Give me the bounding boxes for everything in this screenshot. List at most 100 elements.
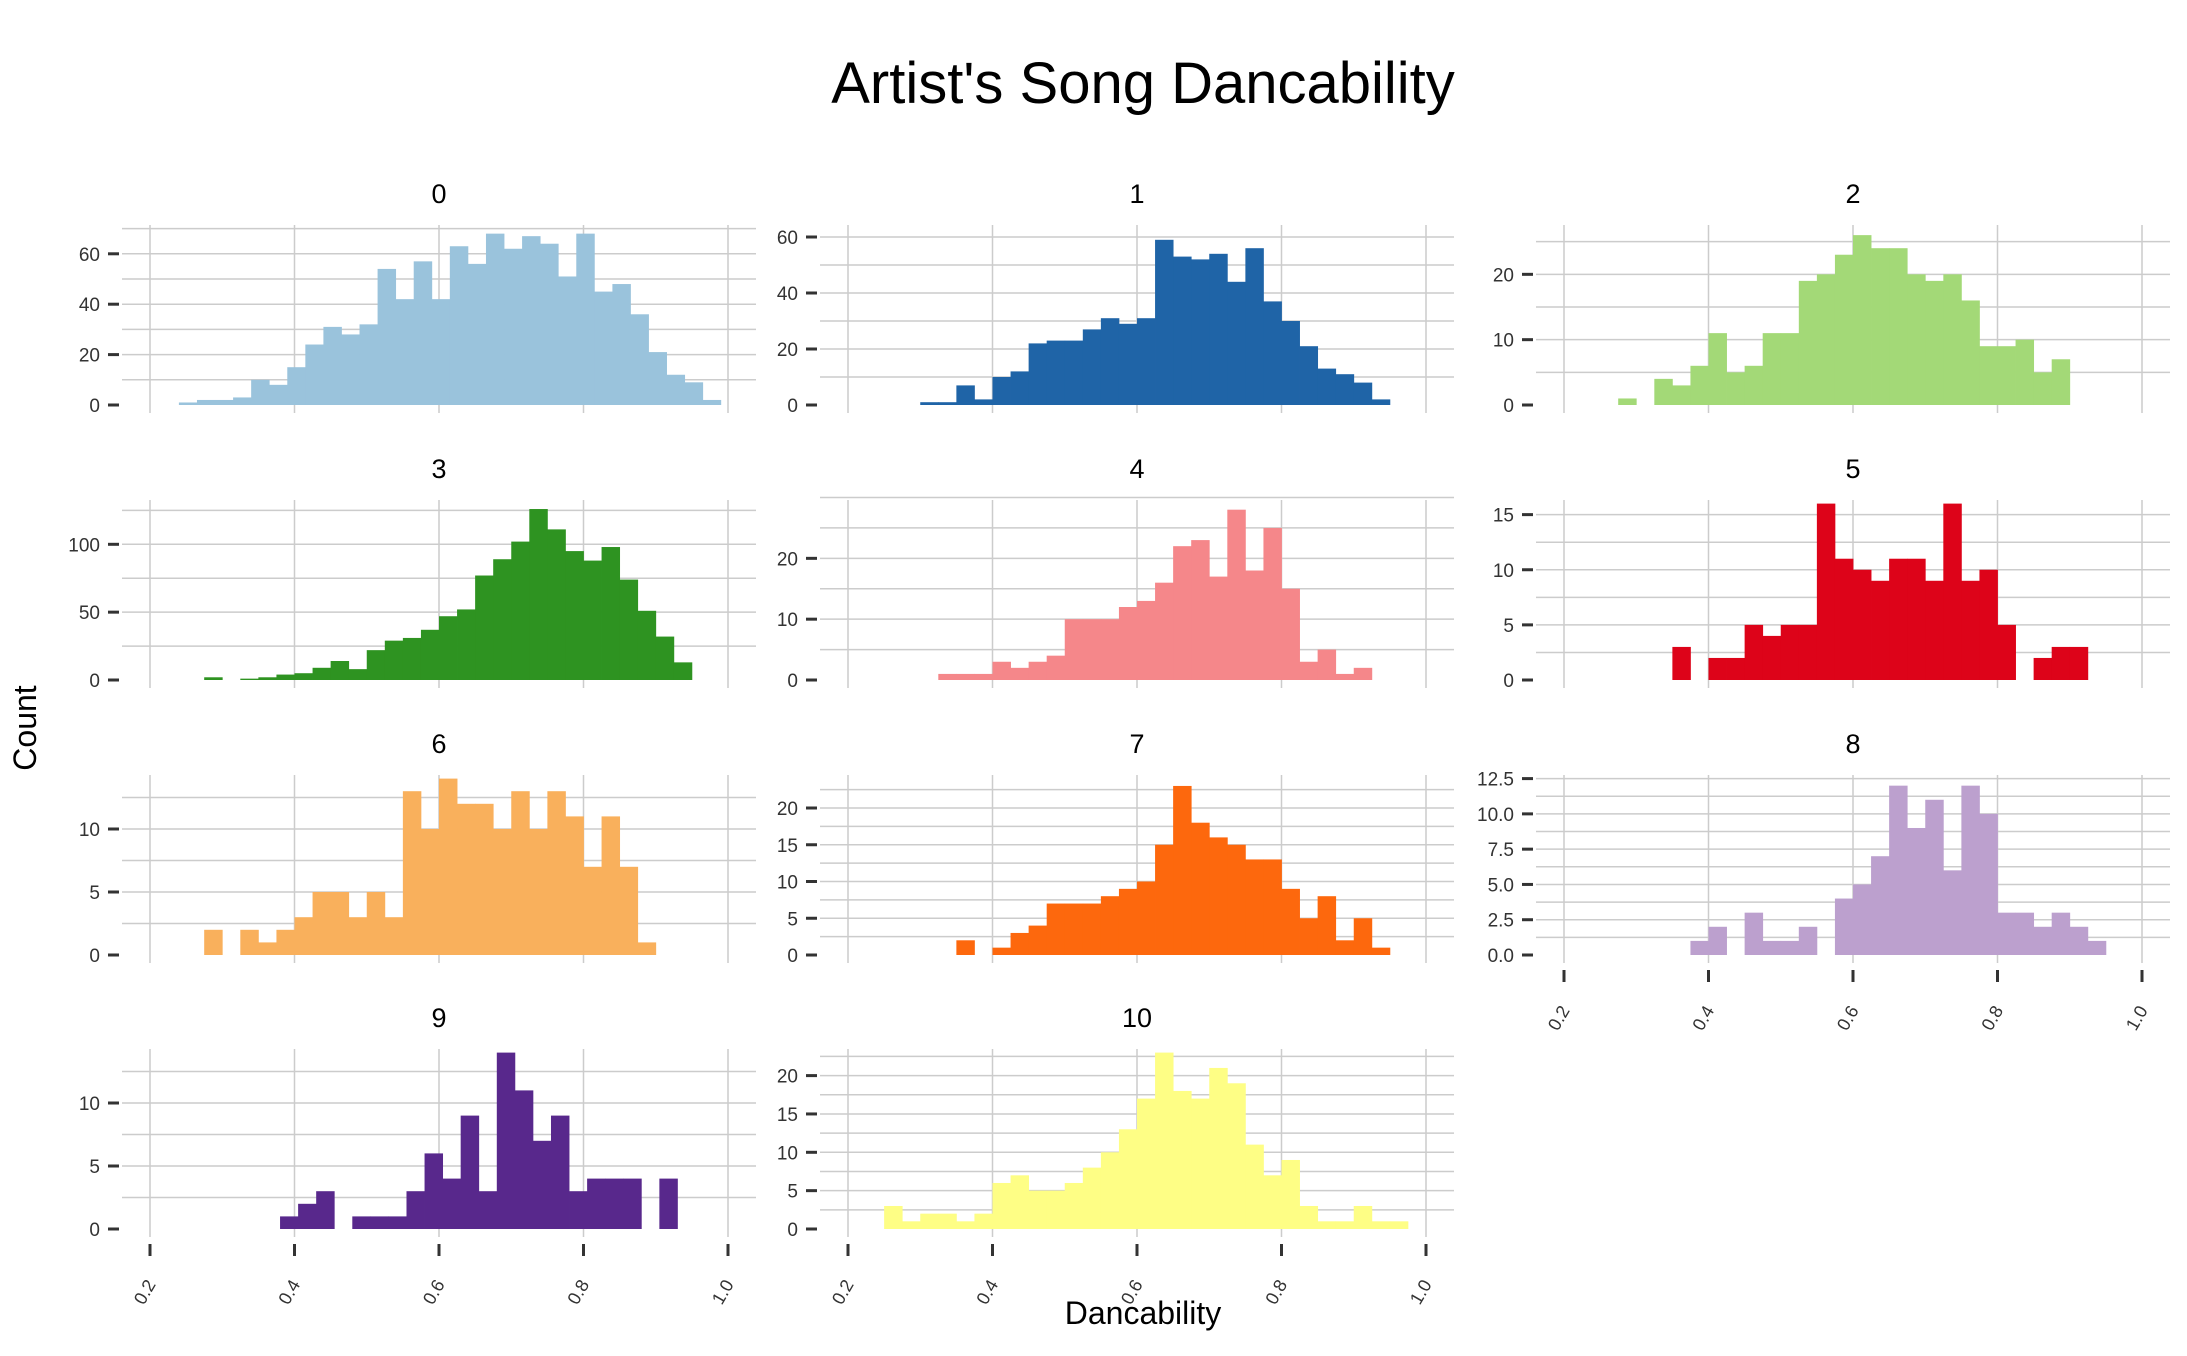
histogram-bar [457, 803, 476, 955]
histogram-bar [493, 829, 512, 955]
histogram-bar [1943, 274, 1962, 405]
histogram-bar [1997, 346, 2016, 405]
histogram-bar [1371, 399, 1391, 405]
histogram-bar [1227, 844, 1246, 955]
histogram-bar [323, 326, 342, 405]
histogram-bar [240, 678, 259, 680]
panel-title-6: 6 [431, 729, 446, 759]
histogram-bar [330, 661, 350, 680]
histogram-bar [550, 1115, 570, 1229]
histogram-bar [1672, 646, 1691, 680]
histogram-bar [1299, 918, 1319, 955]
histogram-bar [478, 1191, 498, 1229]
histogram-bar [605, 1178, 624, 1229]
y-tick-label: 60 [79, 245, 100, 266]
histogram-bar [1263, 1175, 1282, 1229]
histogram-bar [2033, 926, 2053, 955]
histogram-bar [1155, 1052, 1174, 1229]
histogram-bar [384, 917, 404, 955]
histogram-bar [2069, 926, 2089, 955]
histogram-bar [1155, 582, 1174, 680]
histogram-bar [1317, 368, 1337, 405]
panel-title-0: 0 [431, 179, 446, 209]
histogram-bar [2051, 912, 2071, 955]
histogram-bar [1155, 239, 1174, 405]
histogram-bar [587, 1178, 606, 1229]
y-tick-label: 10.0 [1477, 805, 1514, 826]
histogram-bar [884, 1205, 903, 1229]
histogram-bar [1281, 888, 1300, 955]
histogram-bar [1046, 655, 1066, 680]
histogram-bar [938, 402, 957, 405]
y-tick-label: 10 [777, 1143, 798, 1164]
histogram-bar [619, 579, 639, 680]
histogram-bar [1010, 371, 1030, 405]
x-tick-label: 0.2 [130, 1276, 160, 1308]
histogram-bar [1654, 378, 1673, 405]
panel-title-3: 3 [431, 454, 446, 484]
histogram-bar [359, 324, 378, 405]
x-tick-label: 0.4 [1688, 1002, 1718, 1034]
y-tick-label: 20 [777, 799, 798, 820]
histogram-bar [1335, 1221, 1355, 1229]
histogram-bar [420, 629, 440, 680]
histogram-bar [1979, 569, 1998, 680]
x-tick-label: 0.8 [1977, 1002, 2007, 1034]
histogram-bar [348, 669, 368, 680]
histogram-bar [493, 559, 512, 680]
histogram-bar [406, 1191, 425, 1229]
histogram-bar [1245, 1144, 1264, 1229]
histogram-bar [938, 673, 957, 680]
y-tick-label: 0 [1503, 671, 1514, 692]
x-tick-label: 0.8 [1261, 1276, 1291, 1308]
histogram-bar [1618, 398, 1637, 405]
histogram-bar [1028, 1190, 1048, 1229]
histogram-bar [2051, 359, 2071, 405]
panel-7: 7 0 5 10 15 20 [777, 729, 1454, 967]
histogram-bar [460, 1115, 480, 1229]
histogram-bar [2033, 657, 2053, 680]
histogram-bar [569, 1191, 588, 1229]
histogram-bar [2015, 912, 2035, 955]
histogram-bar [1082, 903, 1102, 955]
histogram-bar [619, 866, 639, 955]
histogram-bar [258, 942, 277, 955]
histogram-bar [702, 399, 722, 405]
histogram-bar [352, 1216, 371, 1229]
histogram-bar [1907, 558, 1926, 680]
histogram-bar [1335, 940, 1355, 955]
histogram-bar [1227, 1083, 1246, 1229]
y-tick-label: 10 [777, 610, 798, 631]
histogram-bar [1780, 940, 1800, 955]
panel-0: 0 0 20 40 60 [79, 179, 756, 417]
histogram-bar [1871, 580, 1890, 680]
histogram-bar [583, 866, 602, 955]
histogram-bar [485, 233, 505, 405]
histogram-bar [1191, 1098, 1210, 1229]
histogram-bar [565, 551, 584, 680]
histogram-bar [623, 1178, 642, 1229]
histogram-bar [1137, 600, 1156, 680]
histogram-bar [215, 399, 234, 405]
y-tick-label: 0 [787, 1220, 798, 1241]
histogram-bar [1353, 918, 1373, 955]
histogram-bar [1118, 607, 1138, 680]
y-tick-label: 20 [1493, 265, 1514, 286]
histogram-bar [1907, 827, 1926, 955]
histogram-bar [1100, 1152, 1120, 1229]
histogram-bar [1816, 274, 1836, 405]
histogram-bar [1780, 333, 1800, 405]
histogram-bar [287, 367, 306, 405]
histogram-bar [1816, 503, 1836, 680]
histogram-bar [1389, 1221, 1409, 1229]
histogram-bar [1173, 785, 1192, 955]
histogram-bar [402, 637, 422, 680]
panel-3: 3 0 50 100 [68, 454, 756, 692]
histogram-bar [666, 374, 686, 405]
histogram-bar [1209, 576, 1228, 680]
histogram-bar [305, 344, 324, 405]
histogram-bar [1353, 382, 1373, 405]
x-tick-label: 0.8 [563, 1276, 593, 1308]
histogram-bar [540, 243, 559, 405]
